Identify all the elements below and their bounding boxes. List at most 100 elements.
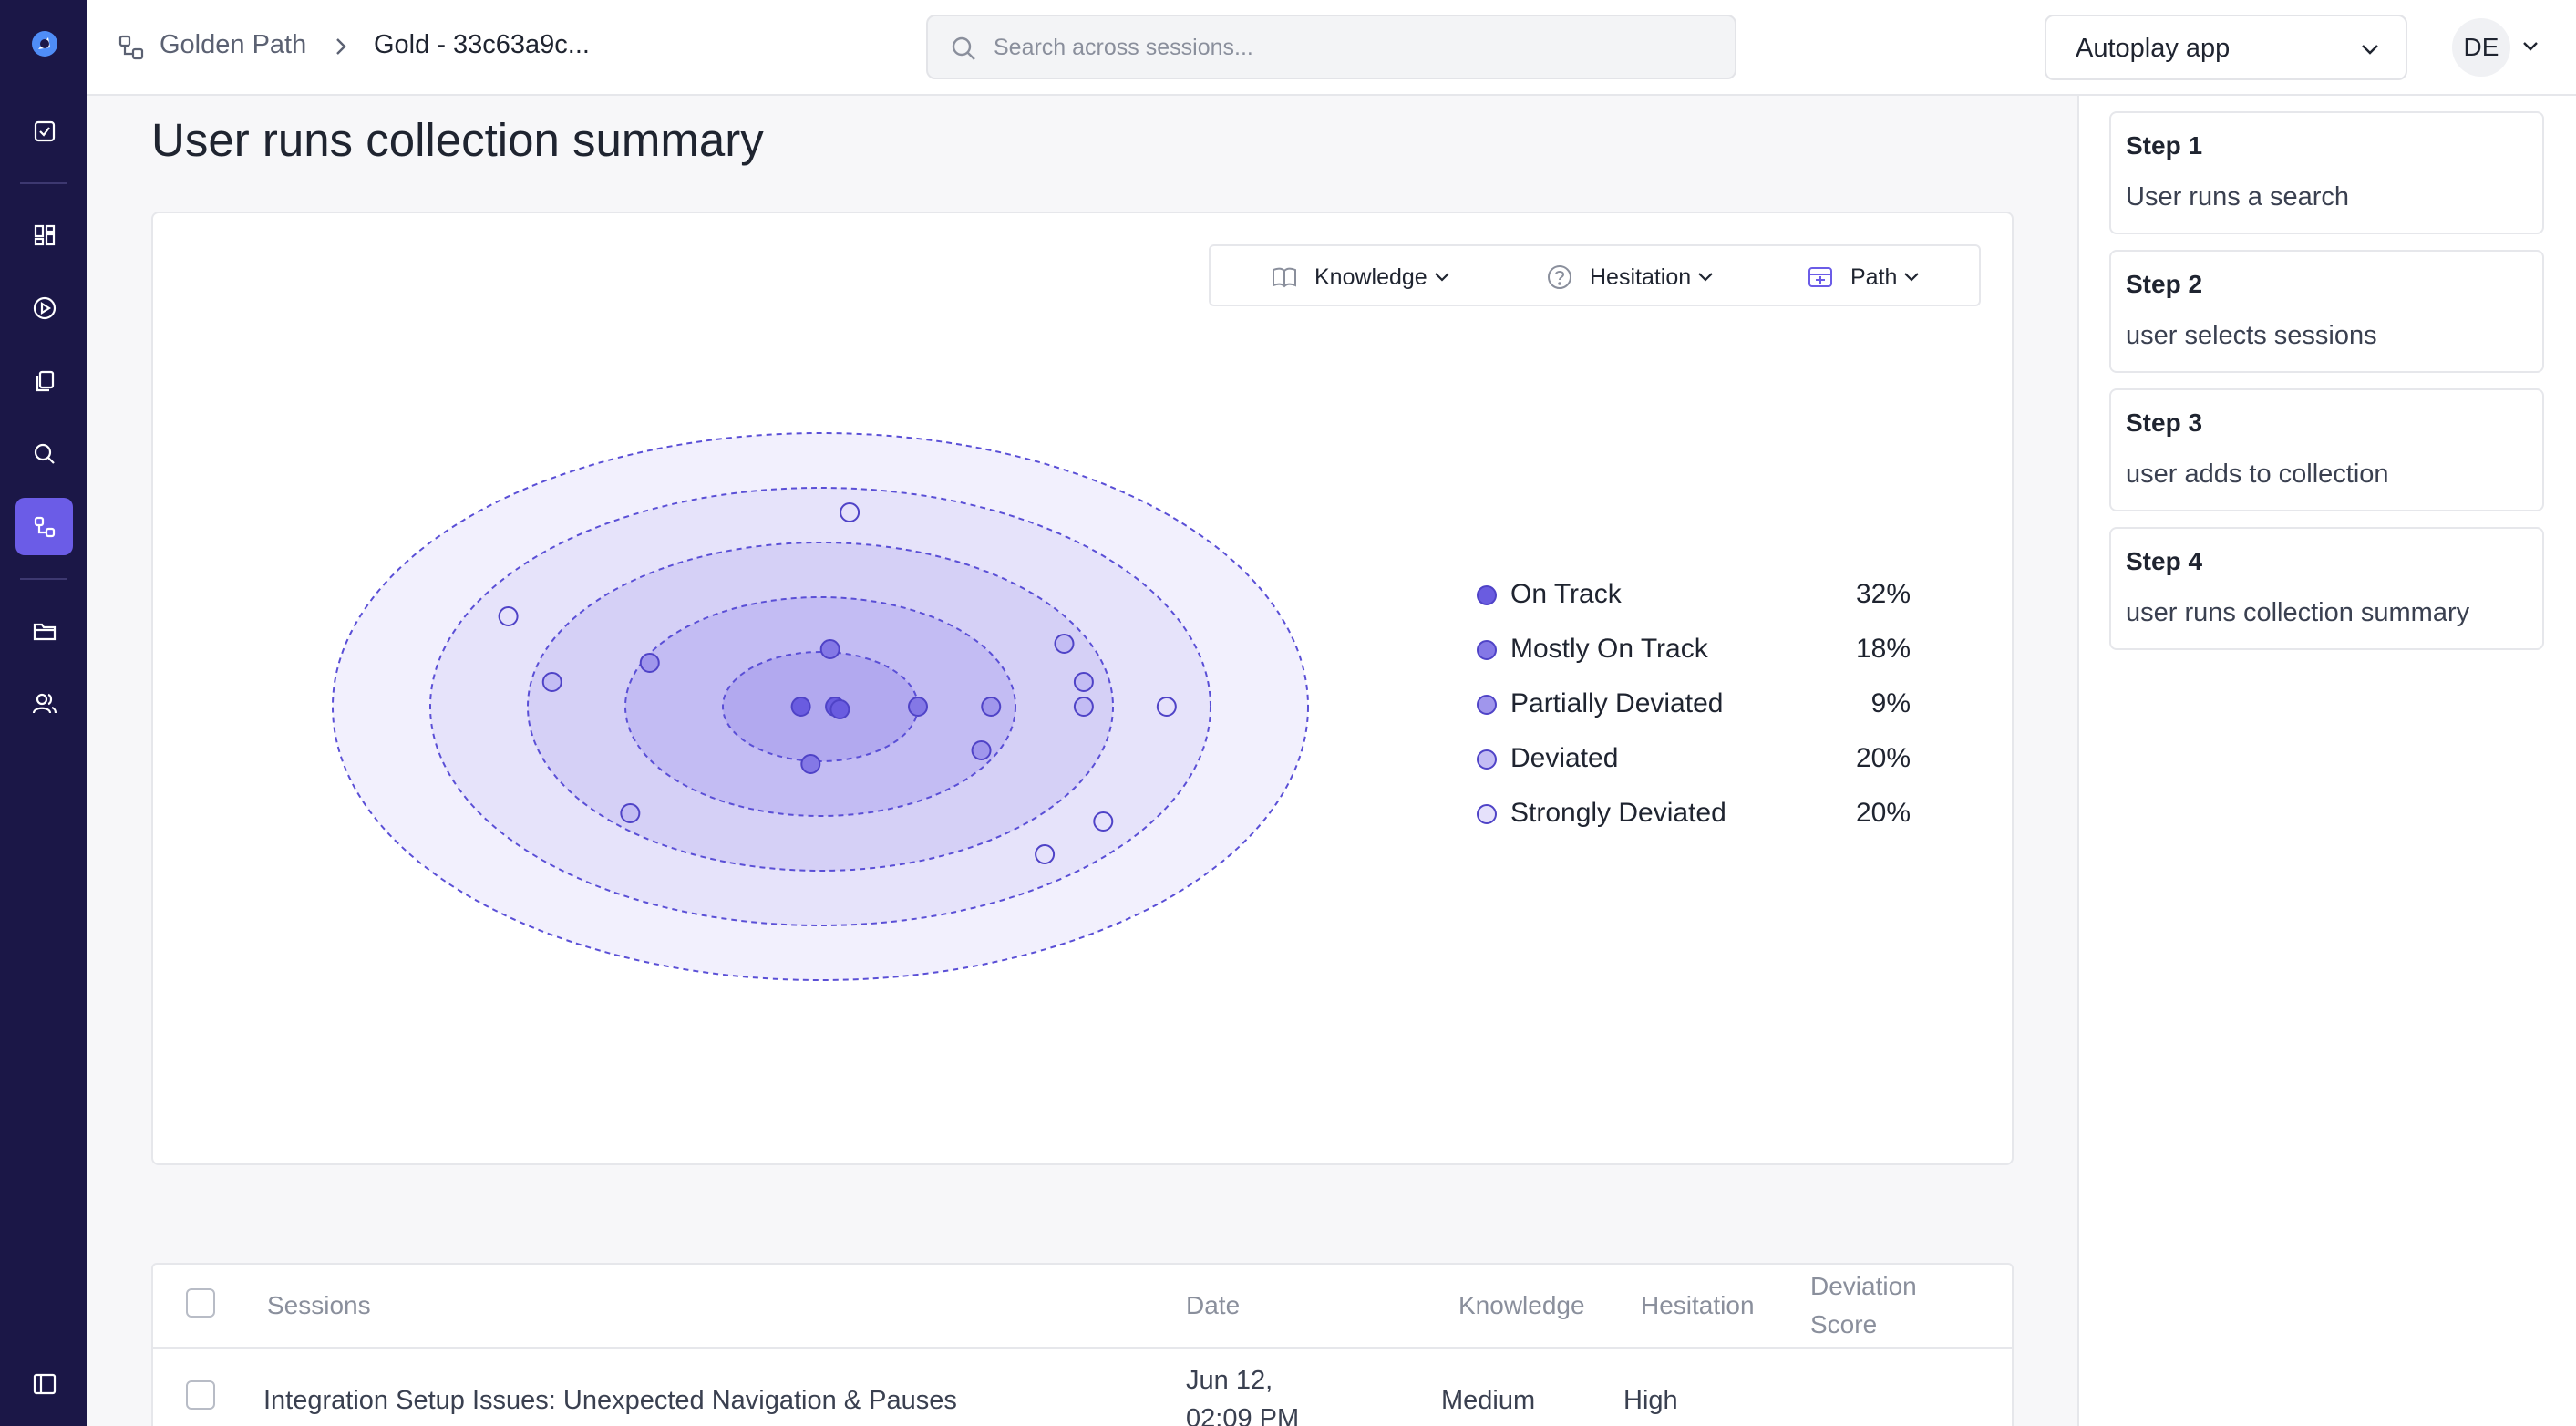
legend-percentage: 18% [1855, 634, 1911, 664]
legend-percentage: 20% [1855, 798, 1911, 828]
legend-item: On Track 32% [1473, 574, 1911, 611]
chevron-down-icon [1434, 273, 1449, 282]
knowledge-filter[interactable]: Knowledge [1271, 263, 1451, 292]
path-filter[interactable]: Path [1807, 263, 1921, 292]
column-header-deviation-score[interactable]: Deviation Score [1810, 1272, 1917, 1338]
search-bar[interactable] [926, 15, 1736, 79]
step-title: Step 1 [2126, 131, 2203, 160]
avatar[interactable]: DE [2452, 18, 2510, 77]
legend-swatch [1477, 804, 1497, 824]
session-point[interactable] [498, 606, 519, 626]
legend-percentage: 9% [1870, 688, 1911, 718]
row-checkbox[interactable] [186, 1380, 215, 1410]
sessions-table: Sessions Date Knowledge Hesitation Devia… [151, 1263, 2014, 1426]
step-title: Step 3 [2126, 408, 2203, 437]
legend-percentage: 32% [1855, 579, 1911, 609]
session-point[interactable] [1073, 697, 1094, 717]
knowledge-filter-label: Knowledge [1314, 264, 1427, 290]
nav-divider [20, 578, 67, 580]
session-point[interactable] [1054, 634, 1075, 654]
filter-bar: Knowledge Hesitation Path [1209, 244, 1981, 306]
session-title[interactable]: Integration Setup Issues: Unexpected Nav… [263, 1386, 957, 1415]
session-point[interactable] [971, 740, 992, 760]
search-icon [952, 36, 975, 60]
path-filter-label: Path [1850, 264, 1898, 290]
table-header-divider [153, 1347, 2012, 1348]
page-title: User runs collection summary [151, 114, 764, 166]
chevron-down-icon [1904, 273, 1920, 282]
step-card-3[interactable]: Step 3 user adds to collection [2109, 388, 2544, 512]
step-description: User runs a search [2126, 182, 2349, 212]
legend-label: Partially Deviated [1510, 688, 1724, 718]
session-point[interactable] [541, 672, 562, 692]
sidebar-toggle-icon[interactable] [15, 1355, 73, 1412]
search-input[interactable] [994, 29, 1705, 66]
select-all-checkbox[interactable] [186, 1288, 215, 1318]
session-point[interactable] [1093, 811, 1114, 832]
step-card-4[interactable]: Step 4 user runs collection summary [2109, 527, 2544, 650]
route-icon [1808, 267, 1832, 287]
search-icon[interactable] [15, 425, 73, 482]
session-date: Jun 12, 02:09 PM [1186, 1366, 1300, 1426]
session-hesitation: High [1623, 1386, 1678, 1415]
breadcrumb-current: Gold - 33c63a9c... [374, 30, 590, 59]
column-header-date[interactable]: Date [1186, 1291, 1241, 1319]
question-circle-icon [1548, 265, 1571, 289]
chevron-down-icon [1698, 273, 1713, 282]
chevron-down-icon[interactable] [2519, 36, 2541, 57]
column-header-knowledge[interactable]: Knowledge [1458, 1291, 1585, 1319]
step-description: user runs collection summary [2126, 598, 2470, 627]
session-point[interactable] [840, 502, 860, 522]
legend-percentage: 20% [1855, 743, 1911, 773]
step-description: user selects sessions [2126, 321, 2377, 350]
deviation-scatter-plot [332, 432, 1309, 981]
path-icon[interactable] [15, 498, 73, 555]
step-card-1[interactable]: Step 1 User runs a search [2109, 111, 2544, 234]
breadcrumb-root[interactable]: Golden Path [160, 30, 307, 59]
step-title: Step 2 [2126, 270, 2203, 298]
nav-rail [0, 0, 87, 1426]
legend-swatch [1477, 749, 1497, 770]
deviation-ring [722, 651, 919, 762]
session-point[interactable] [819, 639, 840, 659]
session-point[interactable] [981, 697, 1002, 717]
grid-icon[interactable] [15, 206, 73, 264]
legend-item: Deviated 20% [1473, 739, 1911, 775]
app-select[interactable]: Autoplay app [2045, 15, 2407, 80]
legend-label: Deviated [1510, 743, 1619, 773]
session-point[interactable] [800, 754, 821, 774]
step-card-2[interactable]: Step 2 user selects sessions [2109, 250, 2544, 373]
legend-item: Mostly On Track 18% [1473, 629, 1911, 666]
legend-item: Strongly Deviated 20% [1473, 793, 1911, 830]
folder-icon[interactable] [15, 602, 73, 659]
chevron-down-icon [2362, 45, 2378, 55]
checkbox-icon[interactable] [15, 102, 73, 160]
session-point[interactable] [1035, 844, 1056, 864]
step-title: Step 4 [2126, 547, 2203, 575]
chevron-right-icon [336, 38, 346, 55]
hesitation-filter-label: Hesitation [1590, 264, 1692, 290]
session-point[interactable] [829, 699, 850, 719]
session-point[interactable] [1073, 672, 1094, 692]
session-point[interactable] [908, 697, 928, 717]
session-point[interactable] [1156, 697, 1177, 717]
legend-label: On Track [1510, 579, 1622, 609]
legend-label: Strongly Deviated [1510, 798, 1726, 828]
play-circle-icon[interactable] [15, 279, 73, 336]
legend-label: Mostly On Track [1510, 634, 1708, 664]
users-icon[interactable] [15, 675, 73, 732]
legend-swatch [1477, 640, 1497, 660]
session-knowledge: Medium [1441, 1386, 1536, 1415]
nav-divider [20, 182, 67, 184]
legend-swatch [1477, 585, 1497, 605]
hesitation-filter[interactable]: Hesitation [1546, 263, 1715, 292]
session-point[interactable] [620, 803, 641, 823]
column-header-sessions[interactable]: Sessions [267, 1291, 371, 1319]
legend-item: Partially Deviated 9% [1473, 684, 1911, 720]
session-point[interactable] [790, 697, 811, 717]
column-header-hesitation[interactable]: Hesitation [1641, 1291, 1755, 1319]
step-description: user adds to collection [2126, 460, 2389, 489]
copy-icon[interactable] [15, 352, 73, 409]
session-point[interactable] [639, 653, 660, 673]
logo-icon[interactable] [15, 15, 73, 72]
